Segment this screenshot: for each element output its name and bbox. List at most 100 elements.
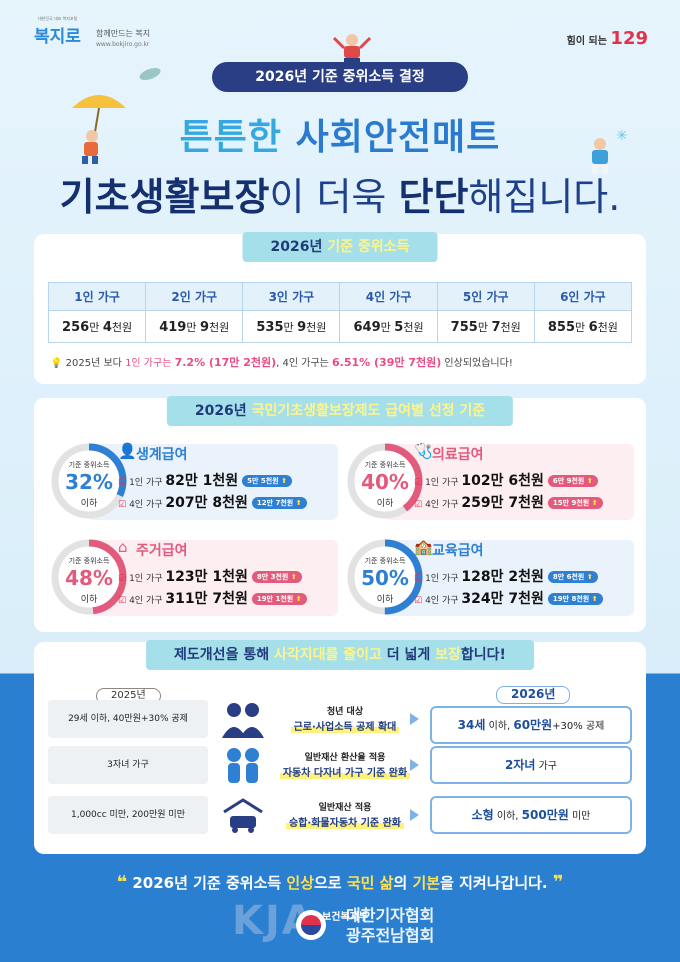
benefit-row: ☑ 4인 가구 207만 8천원 12만 7천원 ⬆ bbox=[118, 492, 307, 512]
closing-statement: ❝ 2026년 기준 중위소득 인상으로 국민 삶의 기본을 지켜나갑니다. ❞ bbox=[0, 872, 680, 893]
benefit-amount: 82만 1천원 bbox=[165, 473, 239, 489]
after-part-c: 500만원 bbox=[521, 808, 569, 822]
headline-line2: 기초생활보장이 더욱 단단해집니다. bbox=[0, 166, 680, 221]
after-part-a: 소형 bbox=[471, 808, 494, 822]
income-cell-part-a: 419 bbox=[159, 319, 187, 335]
percent-ring bbox=[347, 443, 423, 519]
increase-amount: 19만 1천원 bbox=[256, 595, 294, 603]
increase-note: 💡 2025년 보다 1인 가구는 7.2% (17만 2천원), 4인 가구는… bbox=[50, 354, 513, 370]
benefit-name: 주거급여 bbox=[136, 543, 188, 559]
income-cell: 535만 9천원 bbox=[242, 310, 341, 343]
note-part-3: 7.2% (17만 2천원) bbox=[174, 356, 277, 369]
increase-amount: 12만 7천원 bbox=[256, 499, 294, 507]
income-cell-part-d: 천원 bbox=[306, 320, 327, 334]
org-line1: 대한기자협회 bbox=[346, 906, 435, 925]
person-icon: 👤 bbox=[118, 442, 137, 460]
benefit-criteria-card: 2026년 국민기초생활보장제도 급여별 선정 기준 기준 중위소득 32% 이하 👤… bbox=[34, 396, 646, 632]
income-cell-part-a: 755 bbox=[450, 319, 478, 335]
benefit-row: ☑ 4인 가구 259만 7천원 15만 9천원 ⬆ bbox=[414, 492, 603, 512]
family-icon bbox=[227, 748, 259, 783]
income-cell: 256만 4천원 bbox=[47, 310, 147, 343]
benefit-amount: 123만 1천원 bbox=[165, 569, 248, 585]
after-part-b: 이하, bbox=[493, 811, 522, 822]
increase-badge: 15만 9천원 ⬆ bbox=[547, 497, 603, 509]
year-after-badge: 2026년 bbox=[496, 686, 571, 704]
benefit-block: 기준 중위소득 50% 이하 🏫 교육급여 ☑ 1인 가구 128만 2천원 8만 6천원 ⬆… bbox=[344, 536, 634, 618]
income-cell-part-c: 4 bbox=[102, 319, 112, 335]
increase-badge: 8만 3천원 ⬆ bbox=[251, 571, 302, 583]
benefit-name: 교육급여 bbox=[432, 543, 484, 559]
benefit-amount: 102만 6천원 bbox=[461, 473, 544, 489]
up-arrow-icon: ⬆ bbox=[281, 477, 287, 485]
bokjiro-logo[interactable]: 대한민국 대표 복지포털 복지로 함께만드는 복지 www.bokjiro.go… bbox=[34, 16, 150, 48]
income-cell: 855만 6천원 bbox=[533, 310, 633, 343]
school-icon: 🏫 bbox=[414, 538, 433, 556]
ring-label: 기준 중위소득 bbox=[68, 461, 110, 469]
increase-amount: 8만 3천원 bbox=[256, 573, 289, 581]
improve-title-d: 보장 bbox=[435, 647, 461, 663]
income-cell-part-b: 만 bbox=[575, 320, 589, 334]
right-logo-num: 129 bbox=[610, 28, 648, 49]
before-value: 1,000cc 미만, 200만원 미만 bbox=[48, 796, 208, 834]
after-part-a: 34세 bbox=[457, 718, 486, 732]
note-part-6: 인상되었습니다! bbox=[441, 358, 513, 369]
ring-text: 기준 중위소득 40% 이하 bbox=[344, 440, 426, 522]
improvement-icon bbox=[220, 746, 266, 786]
increase-badge: 19만 8천원 ⬆ bbox=[547, 593, 603, 605]
income-cell: 649만 5천원 bbox=[339, 310, 438, 343]
note-part-5: 6.51% (39만 7천원) bbox=[332, 356, 442, 369]
increase-badge: 6만 9천원 ⬆ bbox=[547, 475, 598, 487]
ring-percent: 40% bbox=[361, 470, 409, 494]
household-label: 4인 가구 bbox=[425, 596, 459, 606]
car-garage-icon bbox=[223, 798, 263, 833]
income-cell-part-c: 5 bbox=[394, 319, 404, 335]
arrow-right-icon bbox=[410, 809, 419, 821]
improvement-title: 제도개선을 통해 사각지대를 줄이고 더 넓게 보장합니다! bbox=[146, 640, 534, 670]
check-icon: ☑ bbox=[118, 574, 127, 584]
right-logo-text: 힘이 되는 bbox=[566, 36, 607, 47]
brand-micro: 대한민국 대표 복지포털 bbox=[38, 16, 78, 21]
closing-part-7: 을 지켜나갑니다. bbox=[440, 874, 548, 892]
ring-sub: 이하 bbox=[80, 595, 98, 605]
improve-title-b: 사각지대를 줄이고 bbox=[273, 647, 382, 663]
benefit-amount: 128만 2천원 bbox=[461, 569, 544, 585]
benefit-amount: 259만 7천원 bbox=[461, 495, 544, 511]
benefit-amount: 207만 8천원 bbox=[165, 495, 248, 511]
note-part-4: , 4인 가구는 bbox=[276, 358, 333, 369]
check-icon: ☑ bbox=[414, 478, 423, 488]
ring-label: 기준 중위소득 bbox=[68, 557, 110, 565]
percent-ring bbox=[51, 443, 127, 519]
decision-pill: 2026년 기준 중위소득 결정 bbox=[212, 62, 468, 92]
benefit-amount: 324만 7천원 bbox=[461, 591, 544, 607]
benefit-criteria-title: 2026년 국민기초생활보장제도 급여별 선정 기준 bbox=[166, 396, 514, 426]
income-cell-part-a: 535 bbox=[256, 319, 284, 335]
household-label: 1인 가구 bbox=[425, 478, 459, 488]
household-label: 1인 가구 bbox=[129, 574, 163, 584]
income-cell-part-b: 만 bbox=[89, 320, 103, 334]
headline1-part-b: 사회안전매트 bbox=[295, 117, 501, 158]
household-label: 1인 가구 bbox=[129, 478, 163, 488]
income-cell-part-a: 256 bbox=[62, 319, 90, 335]
benefit-title-a: 2026년 bbox=[194, 403, 252, 419]
benefit-name: 의료급여 bbox=[432, 447, 484, 463]
check-icon: ☑ bbox=[414, 500, 423, 510]
income-col-header: 2인 가구 bbox=[145, 282, 244, 311]
benefit-amount: 311만 7천원 bbox=[165, 591, 248, 607]
increase-amount: 5만 5천원 bbox=[247, 477, 279, 485]
check-icon: ☑ bbox=[118, 500, 127, 510]
benefit-name: 생계급여 bbox=[136, 447, 188, 463]
household-label: 4인 가구 bbox=[129, 500, 163, 510]
improvement-card: 제도개선을 통해 사각지대를 줄이고 더 넓게 보장합니다! 2025년 202… bbox=[34, 640, 646, 854]
income-cell-part-a: 649 bbox=[353, 319, 381, 335]
increase-amount: 19만 8천원 bbox=[552, 595, 590, 603]
improve-title-a: 제도개선을 통해 bbox=[174, 647, 274, 663]
before-value: 3자녀 가구 bbox=[48, 746, 208, 784]
after-part-c: 60만원 bbox=[513, 718, 553, 732]
closing-part-6: 기본 bbox=[412, 874, 441, 892]
svg-text:✳: ✳ bbox=[616, 128, 628, 144]
check-icon: ☑ bbox=[118, 596, 127, 606]
up-arrow-icon: ⬆ bbox=[586, 477, 593, 485]
benefit-block: 기준 중위소득 40% 이하 🩺 의료급여 ☑ 1인 가구 102만 6천원 6만 9천원 ⬆… bbox=[344, 440, 634, 522]
improvement-icon bbox=[220, 796, 266, 836]
